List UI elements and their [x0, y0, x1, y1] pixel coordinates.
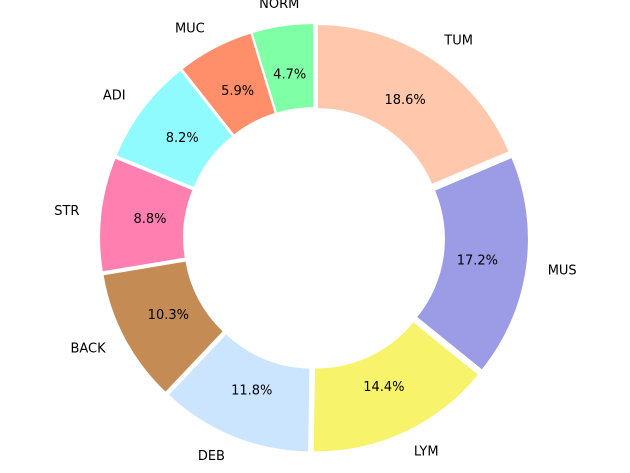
slice-tum [317, 25, 509, 184]
slice-norm [252, 24, 313, 113]
category-label-deb: DEB [198, 449, 225, 464]
category-label-mus: MUS [548, 263, 577, 278]
slice-str [100, 158, 193, 272]
category-label-back: BACK [70, 341, 106, 356]
slice-deb [169, 334, 310, 452]
slice-adi [116, 71, 232, 187]
category-label-lym: LYM [414, 444, 439, 459]
pct-label-muc: 5.9% [221, 84, 254, 99]
pct-label-back: 10.3% [148, 308, 189, 323]
pct-label-adi: 8.2% [166, 131, 199, 146]
pct-label-tum: 18.6% [384, 93, 425, 108]
category-label-norm: NORM [259, 0, 299, 12]
pct-label-deb: 11.8% [231, 383, 272, 398]
category-label-muc: MUC [175, 21, 205, 36]
slice-muc [182, 33, 275, 135]
pct-label-str: 8.8% [134, 212, 167, 227]
donut-slices [100, 24, 528, 452]
slice-mus [417, 158, 528, 370]
slice-lym [313, 322, 478, 452]
pct-label-lym: 14.4% [363, 380, 404, 395]
pct-label-norm: 4.7% [273, 67, 306, 82]
slice-back [103, 261, 223, 392]
pct-label-mus: 17.2% [457, 254, 498, 269]
percentage-labels: 18.6% 17.2% 14.4% 11.8% 10.3% 8.8% 8.2% 5.9% 4.7… [134, 67, 499, 398]
category-label-adi: ADI [103, 88, 126, 103]
category-label-tum: TUM [443, 34, 473, 49]
category-labels: TUM MUS LYM DEB BACK STR ADI MUC NORM [54, 0, 576, 464]
category-label-str: STR [54, 204, 79, 219]
